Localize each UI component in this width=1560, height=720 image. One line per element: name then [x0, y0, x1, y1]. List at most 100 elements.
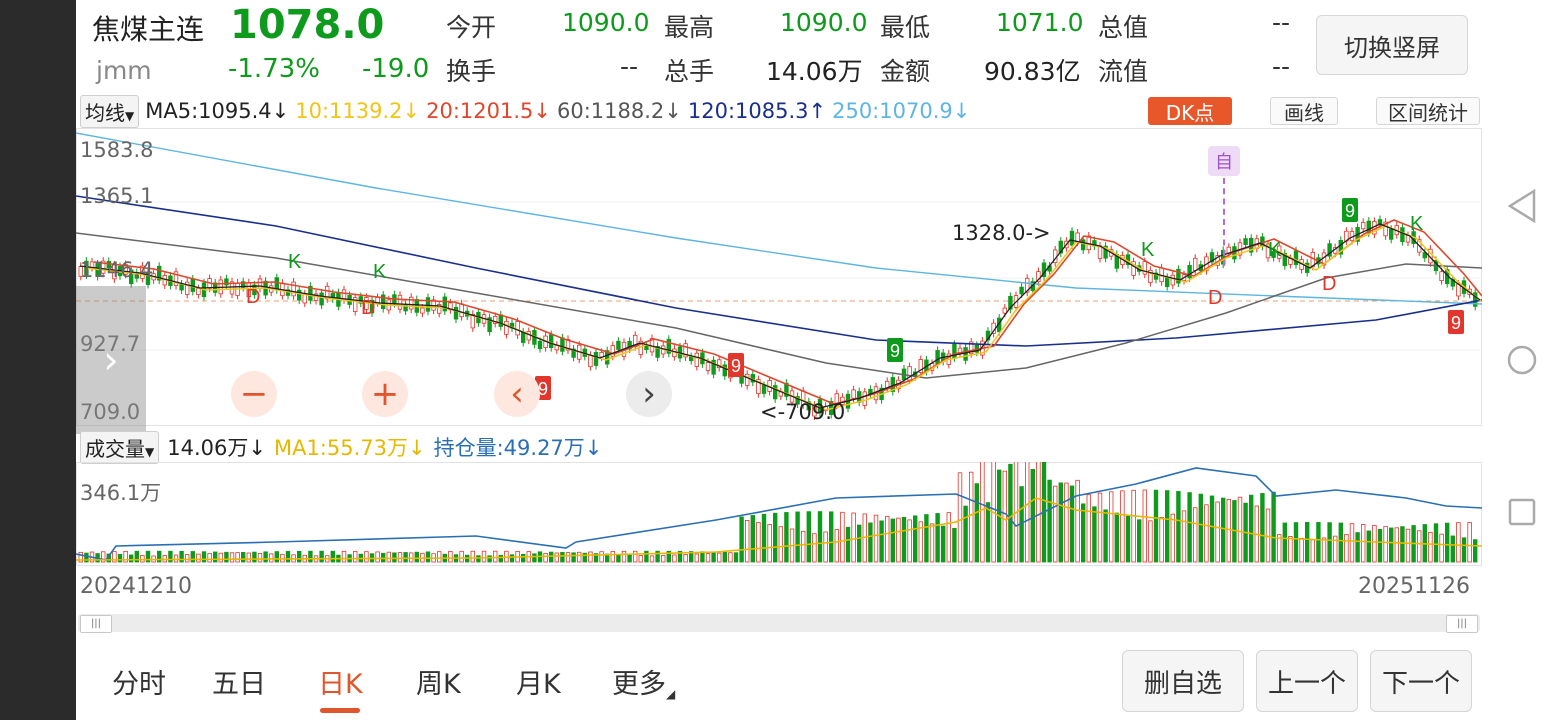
volume-bar — [1237, 496, 1243, 563]
scroll-right-button[interactable]: › — [626, 371, 672, 417]
volume-bar — [750, 515, 755, 563]
stat-label-turnover: 换手 — [446, 57, 497, 86]
volume-dropdown[interactable]: 成交量▼ — [80, 430, 160, 464]
candle-body — [1422, 252, 1427, 259]
volume-bar — [576, 551, 582, 563]
left-system-bar — [0, 0, 76, 720]
volume-bar — [705, 553, 711, 563]
candle-body — [369, 299, 375, 314]
volume-bar — [1209, 495, 1215, 563]
signal-nine-badge: 9 — [1448, 310, 1464, 334]
stat-value-total-value: -- — [1272, 8, 1291, 37]
next-button[interactable]: 下一个 — [1370, 650, 1472, 712]
candle-body — [352, 297, 358, 312]
collapse-handle[interactable]: › — [76, 286, 146, 434]
volume-dropdown-label: 成交量 — [85, 436, 145, 461]
zoom-in-button[interactable]: + — [362, 371, 408, 417]
volume-bar — [1204, 504, 1209, 563]
candle-body — [1473, 292, 1478, 307]
volume-bar — [1198, 493, 1203, 563]
volume-bar — [829, 511, 834, 563]
range-scrollbar[interactable]: ||| ||| — [78, 614, 1480, 633]
zoom-out-button[interactable]: − — [231, 371, 277, 417]
tab-more[interactable]: 更多◢ — [612, 662, 675, 701]
volume-bar — [1249, 494, 1254, 563]
candle-body — [795, 396, 800, 405]
candle-body — [1019, 286, 1024, 295]
candle-body — [834, 393, 839, 406]
volume-bar — [268, 553, 274, 563]
volume-bar — [1030, 468, 1035, 563]
volume-bar — [1137, 519, 1142, 563]
volume-bar — [733, 552, 739, 563]
volume-bar — [319, 550, 324, 563]
candle-body — [1405, 235, 1411, 243]
volume-bar — [1366, 530, 1371, 563]
candle-body — [683, 343, 688, 358]
nine-badge-box — [1342, 198, 1358, 222]
candle-body — [1103, 245, 1108, 259]
volume-bar — [739, 516, 744, 563]
volume-bar — [616, 554, 621, 563]
stat-value-volume: 14.06万 — [766, 57, 863, 86]
scroll-left-button[interactable]: ‹ — [494, 371, 540, 417]
volume-bar — [179, 550, 184, 563]
candle-body — [224, 278, 229, 286]
volume-bar — [778, 526, 783, 563]
volume-bar — [543, 552, 548, 563]
recents-icon[interactable] — [1507, 497, 1537, 527]
candle-body — [722, 364, 727, 377]
remove-watchlist-button[interactable]: 删自选 — [1122, 650, 1244, 712]
candle-body — [526, 331, 531, 341]
volume-bar — [386, 551, 391, 563]
volume-bar — [436, 551, 442, 563]
range-stats-button[interactable]: 区间统计 — [1376, 97, 1480, 125]
candle-body — [717, 359, 722, 369]
volume-bar — [257, 553, 263, 563]
volume-bar — [1344, 533, 1349, 563]
switch-portrait-button[interactable]: 切换竖屏 — [1316, 15, 1468, 75]
volume-chart[interactable] — [76, 462, 1482, 566]
draw-line-button[interactable]: 画线 — [1270, 97, 1338, 125]
candle-body — [157, 265, 162, 281]
candle-body — [1209, 252, 1215, 263]
candle-body — [296, 289, 302, 301]
stat-label-amount: 金额 — [880, 57, 931, 86]
volume-bar — [380, 552, 386, 563]
volume-bar — [1159, 517, 1164, 563]
candle-body — [145, 271, 151, 285]
volume-bar — [364, 551, 369, 563]
volume-bar — [907, 519, 912, 563]
candle-body — [593, 351, 599, 366]
back-icon[interactable] — [1506, 188, 1538, 224]
volume-bar — [1428, 532, 1433, 563]
tab-daily-k[interactable]: 日K — [318, 669, 363, 700]
volume-bar — [1092, 506, 1097, 563]
volume-bar — [1148, 520, 1153, 563]
range-handle-right[interactable]: ||| — [1446, 615, 1478, 633]
previous-button[interactable]: 上一个 — [1256, 650, 1358, 712]
dk-point-label: DK点 — [1165, 100, 1215, 125]
candle-body — [773, 385, 778, 400]
volume-bar — [935, 513, 940, 563]
tab-weekly-k[interactable]: 周K — [416, 669, 461, 700]
candle-body — [745, 373, 750, 386]
home-icon[interactable] — [1506, 344, 1538, 376]
volume-bar — [722, 551, 727, 563]
volume-bar — [1047, 479, 1052, 563]
stat-value-turnover: -- — [620, 52, 639, 81]
candle-body — [1271, 251, 1276, 258]
ma-dropdown[interactable]: 均线▼ — [80, 94, 140, 128]
tab-monthly-k[interactable]: 月K — [516, 669, 561, 700]
volume-bar — [1187, 492, 1192, 563]
candle-body — [123, 264, 128, 275]
volume-bar — [185, 554, 190, 563]
kline-frame — [76, 128, 1482, 426]
tab-timeshare[interactable]: 分时 — [112, 669, 166, 700]
dropdown-arrow-icon: ▼ — [125, 108, 135, 123]
dk-point-button[interactable]: DK点 — [1148, 97, 1232, 125]
candle-body — [173, 271, 179, 287]
range-handle-left[interactable]: ||| — [80, 615, 112, 633]
tab-five-day[interactable]: 五日 — [212, 669, 266, 700]
